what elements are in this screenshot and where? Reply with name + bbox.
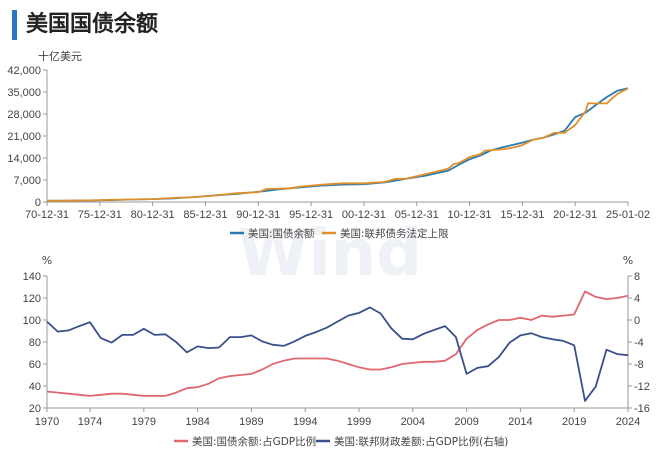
chart1-x-tick-label: 05-12-31 (395, 209, 439, 221)
chart1-unit-label: 十亿美元 (38, 49, 82, 63)
chart1-legend-label: 美国:联邦债务法定上限 (340, 227, 449, 240)
chart2-legend-label: 美国:联邦财政差额:占GDP比例(右轴) (334, 435, 508, 448)
chart2-x-tick-label: 2024 (616, 416, 640, 428)
chart2-x-tick-label: 1984 (185, 416, 209, 428)
chart2-series-deficit-gdp-line (46, 306, 629, 402)
chart1-x-tick-label: 70-12-31 (25, 209, 69, 221)
chart1-x-tick-label: 10-12-31 (448, 209, 492, 221)
chart2-left-tick-label: 120 (23, 293, 41, 305)
chart2-right-tick-label: -8 (634, 359, 644, 371)
chart1-y-tick-label: 28,000 (7, 109, 41, 121)
chart2-left-tick-label: 100 (23, 315, 41, 327)
chart2-legend-label: 美国:国债余额:占GDP比例 (192, 435, 316, 448)
chart2-x-tick-label: 1989 (239, 416, 263, 428)
chart2-x-tick-label: 1994 (293, 416, 317, 428)
chart2-right-tick-label: -4 (634, 337, 644, 349)
chart2-right-tick-label: -12 (634, 381, 650, 393)
chart1-x-tick-label: 85-12-31 (183, 209, 227, 221)
chart1-y-tick-label: 14,000 (7, 153, 41, 165)
chart2-left-tick-label: 40 (29, 381, 41, 393)
chart1-legend-label: 美国:国债余额 (248, 227, 315, 240)
page-title: 美国国债余额 (26, 12, 159, 37)
chart2-left-tick-label: 80 (29, 337, 41, 349)
chart1-x-tick-label: 20-12-31 (553, 209, 597, 221)
chart1-x-tick-label: 75-12-31 (78, 209, 122, 221)
watermark: Wind (238, 217, 422, 291)
chart2-left-tick-label: 140 (23, 271, 41, 283)
chart1-series-ceiling-line (46, 87, 629, 202)
chart1-y-tick-label: 0 (35, 197, 41, 209)
chart1-x-tick-label: 15-12-31 (500, 209, 544, 221)
chart1-y-tick-label: 42,000 (7, 65, 41, 77)
title-accent-bar (12, 10, 17, 40)
chart2-x-tick-label: 1974 (78, 416, 102, 428)
chart2-x-tick-label: 2019 (562, 416, 586, 428)
chart1-y-tick-label: 7,000 (13, 175, 41, 187)
chart2-right-tick-label: -16 (634, 403, 650, 415)
chart2-left-tick-label: 20 (29, 403, 41, 415)
chart1-x-tick-label: 00-12-31 (342, 209, 386, 221)
chart2-left-tick-label: 60 (29, 359, 41, 371)
chart2-right-tick-label: 8 (634, 271, 640, 283)
chart2-right-tick-label: 4 (634, 293, 640, 305)
chart2-x-tick-label: 2009 (454, 416, 478, 428)
chart2-x-tick-label: 1970 (35, 416, 59, 428)
chart2-left-unit-label: % (42, 254, 52, 267)
chart2-right-tick-label: 0 (634, 315, 640, 327)
chart2-x-tick-label: 1999 (347, 416, 371, 428)
chart1-x-tick-label: 95-12-31 (289, 209, 333, 221)
chart1-x-tick-label: 80-12-31 (131, 209, 175, 221)
chart1-y-tick-label: 21,000 (7, 131, 41, 143)
chart2-x-tick-label: 2014 (508, 416, 532, 428)
chart1-y-tick-label: 35,000 (7, 87, 41, 99)
chart2-x-tick-label: 1979 (132, 416, 156, 428)
chart1-x-tick-label: 25-01-02 (606, 209, 650, 221)
chart1-x-tick-label: 90-12-31 (236, 209, 280, 221)
chart2-series-debt-gdp-line (46, 290, 629, 397)
chart2-right-unit-label: % (623, 254, 633, 267)
chart2-x-tick-label: 2004 (401, 416, 425, 428)
